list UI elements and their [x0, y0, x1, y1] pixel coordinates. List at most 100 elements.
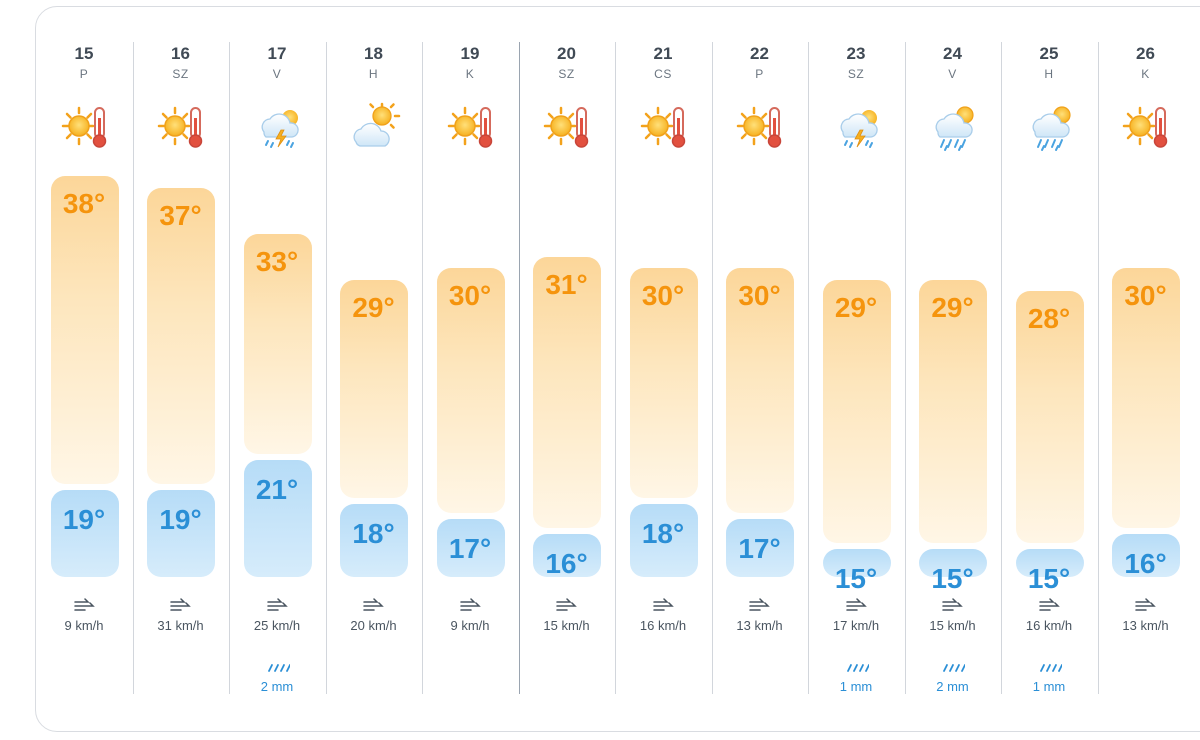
sunny-hot-icon: [736, 102, 788, 154]
day-column[interactable]: 19 K 30° 17°: [422, 42, 519, 694]
low-temp-bar: [147, 489, 215, 577]
low-temp-bar: [533, 534, 601, 577]
partly-cloudy-icon: [350, 102, 402, 154]
day-column[interactable]: 21 CS 30° 18°: [615, 42, 712, 694]
day-number: 16: [171, 44, 190, 63]
low-temp: 15°: [931, 562, 974, 594]
high-temp-bar: [436, 268, 505, 514]
wind-icon: [266, 598, 289, 612]
low-temp-bar: [726, 519, 794, 577]
wind-icon: [942, 598, 964, 612]
wind-speed: 20 km/h: [350, 618, 397, 633]
day-column[interactable]: 25 H 28° 15° 16 km/h: [1001, 42, 1098, 694]
sunny-hot-icon: [543, 102, 595, 154]
low-temp-bar: [50, 489, 119, 577]
day-weekday: H: [1044, 67, 1054, 81]
day-weekday: K: [1141, 67, 1150, 81]
wind-speed: 16 km/h: [639, 618, 687, 633]
column-divider: [615, 42, 616, 694]
sunny-hot-icon: [157, 102, 209, 154]
high-temp-bar: [147, 187, 215, 484]
day-column[interactable]: 23 SZ 29° 15° 17 km/h: [808, 42, 905, 694]
wind-speed: 25 km/h: [253, 618, 301, 633]
high-temp: 37°: [159, 199, 202, 231]
day-weekday: SZ: [172, 67, 189, 81]
wind-icon: [459, 598, 482, 612]
rain-icon: [1038, 660, 1063, 672]
low-temp: 15°: [1027, 562, 1071, 594]
wind-speed: 9 km/h: [450, 618, 490, 633]
sun-rain-icon: [1026, 102, 1078, 154]
high-temp: 29°: [352, 291, 395, 323]
high-temp: 30°: [1124, 280, 1167, 311]
low-temp: 21°: [255, 474, 299, 505]
wind-speed: 31 km/h: [157, 618, 204, 633]
high-temp: 30°: [448, 280, 492, 311]
rain-icon: [941, 660, 966, 672]
day-number: 17: [267, 44, 287, 63]
day-column[interactable]: 24 V 29° 15° 15 km/h: [904, 42, 1001, 694]
low-temp: 19°: [62, 503, 106, 535]
high-temp-bar: [340, 279, 408, 499]
thunderstorm-icon: [833, 102, 885, 154]
column-divider: [904, 42, 906, 694]
low-temp-bar: [822, 548, 891, 577]
high-temp-bar: [822, 279, 891, 543]
wind-speed: 9 km/h: [64, 618, 104, 633]
wind-speed: 15 km/h: [929, 618, 976, 633]
high-temp-bar: [726, 268, 794, 514]
day-weekday: H: [368, 67, 379, 81]
wind-icon: [652, 598, 675, 612]
low-temp: 18°: [352, 518, 395, 550]
column-divider: [1097, 42, 1099, 694]
thunderstorm-icon: [254, 102, 306, 154]
rain-icon: [845, 660, 870, 672]
day-number: 19: [460, 44, 480, 63]
wind-icon: [170, 598, 192, 612]
wind-speed: 13 km/h: [1122, 618, 1169, 633]
day-column[interactable]: 17 V 33° 21° 25 km/h: [229, 42, 326, 694]
high-temp-bar: [1015, 291, 1084, 543]
low-temp-bar: [919, 548, 987, 577]
high-temp: 29°: [834, 291, 878, 323]
wind-icon: [73, 598, 96, 612]
day-column[interactable]: 15 P 38° 19°: [36, 42, 133, 694]
low-temp-bar: [1015, 548, 1084, 577]
day-column[interactable]: 22 P 30° 17°: [711, 42, 808, 694]
day-weekday: P: [755, 67, 764, 81]
wind-speed: 17 km/h: [832, 618, 880, 633]
wind-speed: 16 km/h: [1025, 618, 1073, 633]
wind-icon: [1038, 598, 1061, 612]
precipitation: 2 mm: [260, 679, 294, 694]
column-divider: [808, 42, 809, 694]
high-temp-bar: [919, 279, 987, 543]
high-temp: 33°: [255, 245, 299, 277]
day-weekday: P: [79, 67, 89, 81]
sun-rain-icon: [929, 102, 981, 154]
day-number: 26: [1136, 44, 1155, 63]
column-divider: [132, 42, 134, 694]
low-temp: 16°: [545, 548, 588, 579]
column-divider: [229, 42, 230, 694]
day-column[interactable]: 16 SZ 37° 19°: [132, 42, 229, 694]
low-temp: 18°: [641, 518, 685, 550]
low-temp-bar: [340, 504, 408, 577]
high-temp-bar: [243, 233, 312, 454]
day-number: 24: [943, 44, 962, 63]
day-column[interactable]: 20 SZ 31° 16°: [518, 42, 615, 694]
low-temp: 19°: [159, 503, 202, 535]
day-weekday: SZ: [847, 67, 865, 81]
sunny-hot-icon: [61, 102, 113, 154]
sunny-hot-icon: [640, 102, 692, 154]
day-weekday: SZ: [558, 67, 575, 81]
high-temp: 30°: [641, 280, 685, 311]
day-number: 22: [750, 44, 769, 63]
day-column[interactable]: 26 K 30° 16°: [1097, 42, 1194, 694]
day-weekday: K: [465, 67, 475, 81]
day-weekday: V: [948, 67, 957, 81]
day-weekday: CS: [654, 67, 672, 81]
high-temp: 38°: [62, 188, 106, 219]
high-temp-bar: [533, 256, 601, 528]
day-column[interactable]: 18 H 29° 18° 20 km/h: [325, 42, 422, 694]
wind-icon: [1135, 598, 1157, 612]
